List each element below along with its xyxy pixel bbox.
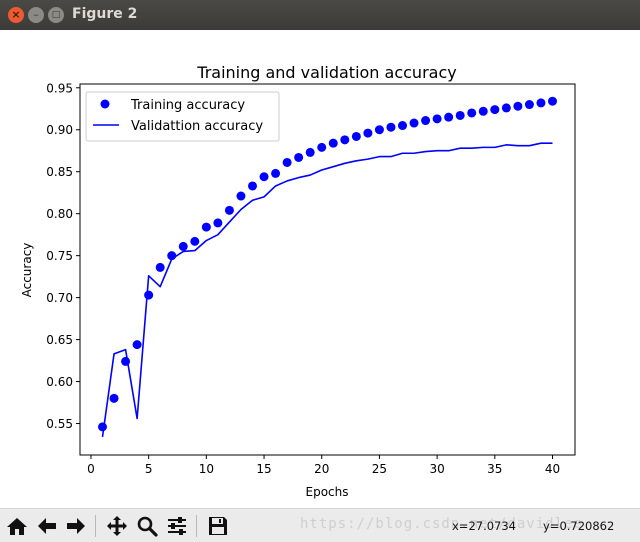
navigation-toolbar: https://blog.csdn.net/davidlee x=27.0734… — [0, 508, 640, 542]
legend-validation-label: Validattion accuracy — [131, 119, 263, 134]
training-accuracy-point — [501, 103, 511, 113]
training-accuracy-point — [328, 138, 338, 148]
training-accuracy-point — [455, 110, 465, 120]
minimize-window-button[interactable]: – — [28, 7, 44, 23]
training-accuracy-point — [524, 100, 534, 110]
x-tick-label: 0 — [87, 462, 95, 476]
training-accuracy-point — [363, 128, 373, 138]
toolbar-separator — [95, 515, 96, 537]
y-tick-label: 0.65 — [46, 333, 73, 347]
y-tick-label: 0.75 — [46, 249, 73, 263]
toolbar-separator — [196, 515, 197, 537]
training-accuracy-point — [467, 108, 477, 118]
training-accuracy-point — [282, 157, 292, 167]
subplots-button[interactable] — [164, 513, 190, 539]
training-accuracy-point — [271, 168, 281, 178]
x-tick-label: 5 — [145, 462, 153, 476]
home-button[interactable] — [4, 513, 30, 539]
chart-title: Training and validation accuracy — [196, 63, 456, 82]
axes-frame — [79, 83, 576, 456]
zoom-icon — [137, 516, 158, 537]
y-tick-label: 0.90 — [46, 123, 73, 137]
close-window-button[interactable]: × — [8, 7, 24, 23]
back-button[interactable] — [34, 513, 60, 539]
x-tick-label: 40 — [545, 462, 560, 476]
training-accuracy-point — [294, 152, 304, 162]
y-coordinate-readout: y=0.720862 — [543, 519, 615, 533]
x-tick-label: 15 — [256, 462, 271, 476]
y-axis-label: Accuracy — [20, 243, 34, 298]
x-axis-label: Epochs — [306, 485, 349, 499]
pan-icon — [107, 516, 127, 536]
subplots-icon — [168, 517, 186, 535]
training-accuracy-point — [201, 222, 211, 232]
training-accuracy-point — [190, 236, 200, 246]
training-accuracy-point — [132, 340, 142, 350]
y-tick-label: 0.60 — [46, 375, 73, 389]
save-icon — [209, 517, 227, 535]
legend: Training accuracy Validattion accuracy — [85, 91, 280, 142]
forward-button[interactable] — [63, 513, 89, 539]
training-accuracy-point — [398, 121, 407, 131]
training-accuracy-point — [478, 106, 488, 116]
x-coordinate-readout: x=27.0734 — [452, 519, 516, 533]
training-accuracy-point — [548, 96, 557, 106]
legend-training-label: Training accuracy — [130, 98, 245, 113]
training-accuracy-point — [536, 98, 546, 108]
legend-training-marker — [100, 99, 110, 109]
window-titlebar: × – □ Figure 2 — [0, 0, 640, 30]
pan-button[interactable] — [104, 513, 130, 539]
training-accuracy-point — [236, 191, 246, 201]
training-accuracy-point — [421, 116, 431, 126]
training-accuracy-point — [490, 105, 500, 115]
maximize-window-button[interactable]: □ — [48, 7, 64, 23]
training-accuracy-point — [213, 218, 223, 228]
training-accuracy-point — [224, 205, 234, 215]
x-tick-label: 35 — [487, 462, 502, 476]
validation-accuracy-line — [101, 142, 553, 438]
training-accuracy-point — [259, 172, 269, 182]
save-button[interactable] — [205, 513, 231, 539]
training-accuracy-point — [178, 241, 188, 251]
training-accuracy-point — [432, 114, 442, 124]
y-tick-label: 0.85 — [46, 165, 73, 179]
training-accuracy-point — [386, 122, 396, 132]
training-accuracy-point — [144, 290, 154, 300]
training-accuracy-point — [374, 125, 384, 135]
training-accuracy-point — [409, 118, 419, 128]
y-tick-label: 0.80 — [46, 207, 73, 221]
x-tick-label: 25 — [372, 462, 387, 476]
chart: Training and validation accuracy 0 5 10 15 2… — [20, 63, 576, 499]
training-accuracy-point — [317, 142, 327, 152]
training-accuracy-point — [248, 181, 257, 191]
y-tick-label: 0.70 — [46, 291, 73, 305]
training-accuracy-point — [513, 101, 523, 111]
legend-box — [85, 91, 280, 142]
training-accuracy-point — [305, 147, 315, 157]
y-tick-label: 0.95 — [46, 81, 73, 95]
window-title: Figure 2 — [72, 6, 138, 22]
back-icon — [38, 518, 56, 534]
training-accuracy-point — [109, 393, 119, 403]
figure-canvas[interactable]: Training and validation accuracy 0 5 10 15 2… — [0, 30, 640, 508]
watermark: https://blog.csdn.net/davidlee — [300, 516, 583, 532]
training-accuracy-point — [155, 262, 165, 272]
x-tick-label: 30 — [429, 462, 444, 476]
zoom-button[interactable] — [134, 513, 160, 539]
forward-icon — [67, 518, 85, 534]
training-accuracy-point — [340, 135, 350, 145]
training-accuracy-point — [444, 112, 454, 122]
x-tick-label: 20 — [314, 462, 329, 476]
training-accuracy-point — [98, 422, 107, 432]
y-tick-label: 0.55 — [46, 417, 73, 431]
x-tick-label: 10 — [199, 462, 214, 476]
home-icon — [7, 518, 27, 535]
training-accuracy-point — [351, 131, 361, 141]
